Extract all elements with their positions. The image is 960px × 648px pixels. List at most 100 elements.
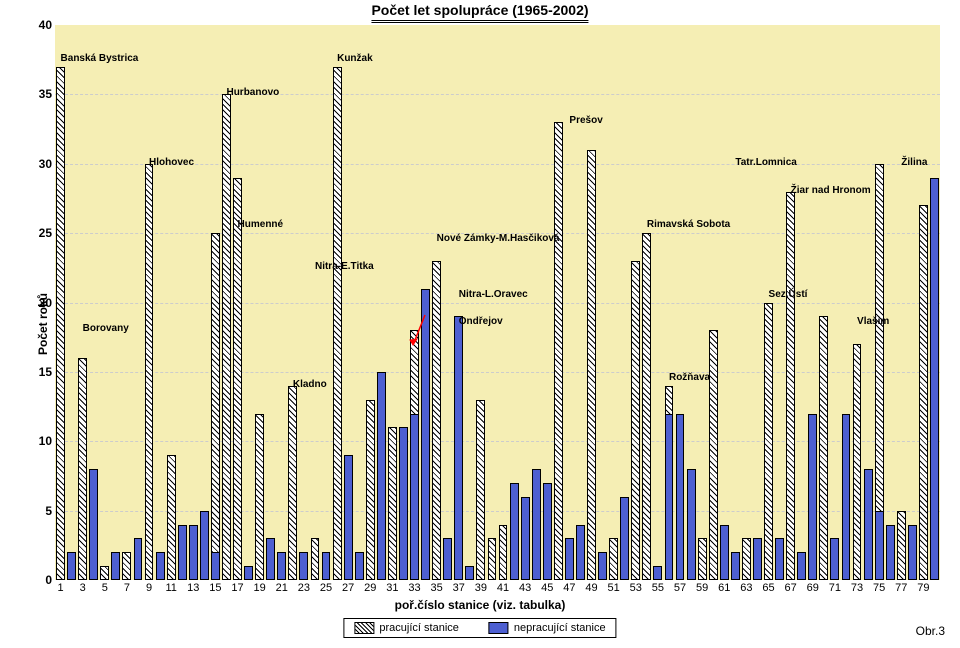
bar [344, 455, 353, 580]
x-tick-label: 77 [895, 582, 907, 594]
bar [853, 344, 862, 580]
bar [919, 205, 928, 580]
bar [786, 192, 795, 581]
bar [521, 497, 530, 580]
y-tick-label: 30 [27, 157, 52, 171]
bar [731, 552, 740, 580]
bar [134, 538, 143, 580]
bar [764, 303, 773, 581]
bar [587, 150, 596, 580]
bar [897, 511, 906, 580]
bar [465, 566, 474, 580]
legend-swatch-a [354, 622, 374, 634]
bar [421, 289, 430, 580]
annotation-label: Banská Bystrica [61, 53, 139, 64]
bar [122, 552, 131, 580]
x-tick-label: 29 [364, 582, 376, 594]
y-tick-label: 5 [27, 504, 52, 518]
bar [698, 538, 707, 580]
bar [145, 164, 154, 580]
bar [720, 525, 729, 581]
annotation-label: Nitra-E.Titka [315, 261, 374, 272]
y-tick-label: 0 [27, 573, 52, 587]
bar [598, 552, 607, 580]
x-tick-label: 35 [431, 582, 443, 594]
annotation-label: Nitra-L.Oravec [459, 289, 528, 300]
bar [200, 511, 209, 580]
bar [842, 414, 851, 581]
legend-label-a: pracující stanice [379, 622, 458, 634]
bar [830, 538, 839, 580]
bar [488, 538, 497, 580]
x-tick-label: 27 [342, 582, 354, 594]
x-tick-label: 13 [187, 582, 199, 594]
x-tick-label: 39 [475, 582, 487, 594]
x-tick-label: 63 [740, 582, 752, 594]
chart-title: Počet let spolupráce (1965-2002) [371, 2, 588, 23]
legend-item-b: nepracující stanice [489, 622, 606, 634]
x-tick-label: 61 [718, 582, 730, 594]
bar [797, 552, 806, 580]
bar [642, 233, 651, 580]
y-tick-label: 20 [27, 296, 52, 310]
bar [875, 511, 884, 580]
x-tick-label: 37 [453, 582, 465, 594]
y-tick-label: 25 [27, 226, 52, 240]
bar [266, 538, 275, 580]
bar [476, 400, 485, 580]
bar [89, 469, 98, 580]
bar [311, 538, 320, 580]
bar [255, 414, 264, 581]
bar [366, 400, 375, 580]
bar [388, 427, 397, 580]
plot-area: Banská BystricaHlohovecHurbanovoHumennéN… [55, 25, 940, 580]
bar [322, 552, 331, 580]
x-tick-label: 71 [829, 582, 841, 594]
bar [288, 386, 297, 580]
annotation-label: Kunžak [337, 53, 373, 64]
annotation-label: Borovany [83, 323, 129, 334]
x-tick-label: 79 [917, 582, 929, 594]
bar [178, 525, 187, 581]
bar [333, 67, 342, 580]
x-tick-label: 21 [276, 582, 288, 594]
bar [808, 414, 817, 581]
bar [753, 538, 762, 580]
annotation-label: Žiar nad Hronom [791, 185, 871, 196]
annotation-label: Nové Zámky-M.Hasčiková [437, 233, 560, 244]
x-axis-label: poř.číslo stanice (viz. tabulka) [395, 598, 566, 612]
bar [565, 538, 574, 580]
bar [432, 261, 441, 580]
bar [499, 525, 508, 581]
bar [233, 178, 242, 580]
bar [156, 552, 165, 580]
bar [211, 552, 220, 580]
x-tick-label: 3 [80, 582, 86, 594]
bar [189, 525, 198, 581]
x-tick-label: 19 [254, 582, 266, 594]
bar [244, 566, 253, 580]
bar [454, 316, 463, 580]
x-tick-label: 67 [785, 582, 797, 594]
x-tick-label: 1 [57, 582, 63, 594]
bar [377, 372, 386, 580]
x-tick-label: 31 [386, 582, 398, 594]
x-tick-label: 25 [320, 582, 332, 594]
bar [111, 552, 120, 580]
bar [222, 94, 231, 580]
bar [819, 316, 828, 580]
x-tick-label: 73 [851, 582, 863, 594]
bar [653, 566, 662, 580]
legend: pracující stanice nepracující stanice [343, 618, 616, 638]
bar [576, 525, 585, 581]
annotation-label: Žilina [901, 157, 927, 168]
x-tick-label: 59 [696, 582, 708, 594]
bar [78, 358, 87, 580]
bar [211, 233, 220, 580]
bar [67, 552, 76, 580]
bar [742, 538, 751, 580]
x-tick-label: 23 [298, 582, 310, 594]
bar [100, 566, 109, 580]
x-tick-label: 49 [585, 582, 597, 594]
x-tick-label: 9 [146, 582, 152, 594]
